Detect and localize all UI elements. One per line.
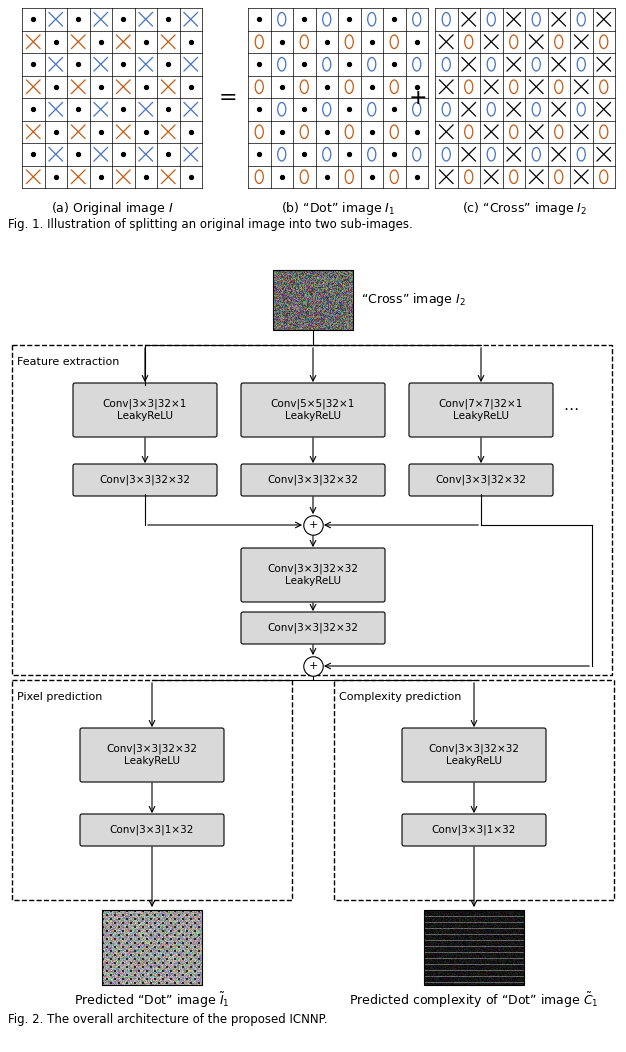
- Text: Conv|3×3|1×32: Conv|3×3|1×32: [110, 825, 194, 835]
- Text: Conv|5×5|32×1
LeakyReLU: Conv|5×5|32×1 LeakyReLU: [271, 399, 355, 421]
- Text: Fig. 1. Illustration of splitting an original image into two sub-images.: Fig. 1. Illustration of splitting an ori…: [8, 218, 413, 231]
- Text: Conv|3×3|32×32: Conv|3×3|32×32: [436, 474, 526, 485]
- FancyBboxPatch shape: [241, 383, 385, 437]
- Text: Conv|3×3|32×1
LeakyReLU: Conv|3×3|32×1 LeakyReLU: [103, 399, 187, 421]
- Text: Predicted complexity of “Dot” image $\tilde{C}_1$: Predicted complexity of “Dot” image $\ti…: [349, 991, 599, 1010]
- Text: +: +: [409, 88, 428, 108]
- Text: (a) Original image $I$: (a) Original image $I$: [51, 200, 173, 217]
- FancyBboxPatch shape: [409, 383, 553, 437]
- FancyBboxPatch shape: [402, 814, 546, 846]
- Text: Conv|7×7|32×1
LeakyReLU: Conv|7×7|32×1 LeakyReLU: [439, 399, 523, 421]
- Text: “Cross” image $I_2$: “Cross” image $I_2$: [361, 291, 466, 308]
- FancyBboxPatch shape: [80, 814, 224, 846]
- Text: Conv|3×3|1×32: Conv|3×3|1×32: [432, 825, 516, 835]
- FancyBboxPatch shape: [73, 464, 217, 495]
- Text: (b) “Dot” image $I_1$: (b) “Dot” image $I_1$: [281, 200, 395, 217]
- Text: Conv|3×3|32×32
LeakyReLU: Conv|3×3|32×32 LeakyReLU: [429, 744, 520, 766]
- Text: Conv|3×3|32×32: Conv|3×3|32×32: [267, 623, 359, 633]
- Bar: [424, 910, 524, 985]
- Text: Conv|3×3|32×32
LeakyReLU: Conv|3×3|32×32 LeakyReLU: [106, 744, 197, 766]
- FancyBboxPatch shape: [241, 464, 385, 495]
- Text: Complexity prediction: Complexity prediction: [339, 692, 461, 702]
- FancyBboxPatch shape: [409, 464, 553, 495]
- Bar: [102, 910, 202, 985]
- Text: ⋯: ⋯: [563, 403, 578, 418]
- Text: =: =: [218, 88, 237, 108]
- Text: Pixel prediction: Pixel prediction: [17, 692, 103, 702]
- Text: Conv|3×3|32×32: Conv|3×3|32×32: [267, 474, 359, 485]
- FancyBboxPatch shape: [402, 728, 546, 782]
- Text: (c) “Cross” image $I_2$: (c) “Cross” image $I_2$: [463, 200, 588, 217]
- FancyBboxPatch shape: [73, 383, 217, 437]
- FancyBboxPatch shape: [241, 548, 385, 602]
- Text: Conv|3×3|32×32: Conv|3×3|32×32: [100, 474, 190, 485]
- Text: +: +: [309, 520, 317, 530]
- Text: Predicted “Dot” image $\tilde{I}_1$: Predicted “Dot” image $\tilde{I}_1$: [74, 991, 230, 1010]
- Text: Fig. 2. The overall architecture of the proposed ICNNP.: Fig. 2. The overall architecture of the …: [8, 1013, 327, 1026]
- Text: +: +: [309, 661, 317, 671]
- Bar: [334, 680, 614, 901]
- Bar: [273, 270, 353, 330]
- FancyBboxPatch shape: [241, 612, 385, 644]
- Text: Conv|3×3|32×32
LeakyReLU: Conv|3×3|32×32 LeakyReLU: [267, 564, 359, 586]
- Text: Feature extraction: Feature extraction: [17, 357, 120, 367]
- Bar: [12, 345, 612, 675]
- FancyBboxPatch shape: [80, 728, 224, 782]
- Bar: [12, 680, 292, 901]
